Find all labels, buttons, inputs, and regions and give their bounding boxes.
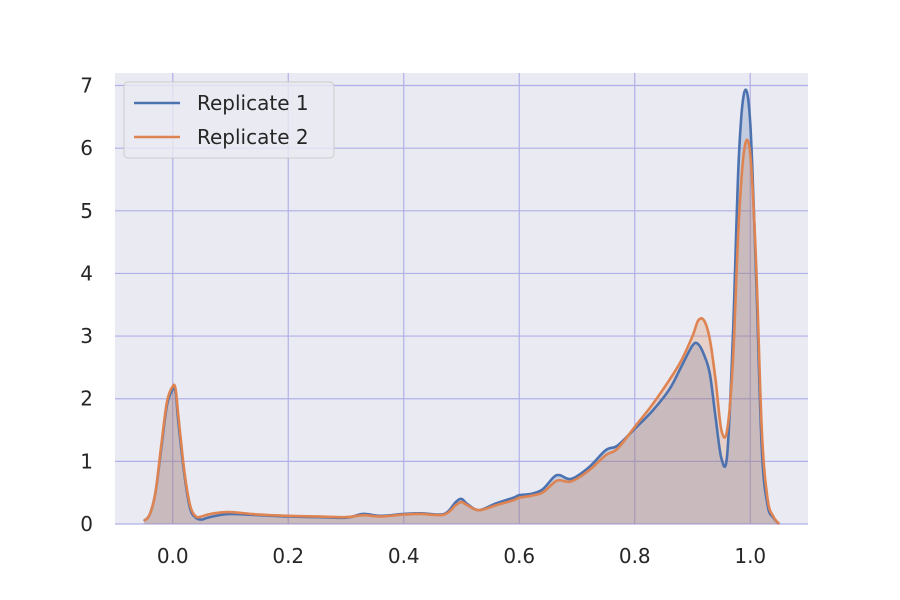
legend-label-replicate-1: Replicate 1 <box>197 91 309 115</box>
y-axis: 0 1 2 3 4 5 6 7 <box>80 74 93 536</box>
x-tick-label: 0.8 <box>619 544 651 568</box>
x-tick-label: 0.4 <box>388 544 420 568</box>
y-tick-label: 3 <box>80 324 93 348</box>
y-tick-label: 2 <box>80 387 93 411</box>
area-replicate-2 <box>143 139 780 524</box>
x-tick-label: 1.0 <box>734 544 766 568</box>
y-tick-label: 7 <box>80 74 93 98</box>
y-tick-label: 4 <box>80 261 93 285</box>
legend-label-replicate-2: Replicate 2 <box>197 125 309 149</box>
y-tick-label: 5 <box>80 199 93 223</box>
y-tick-label: 6 <box>80 136 93 160</box>
x-tick-label: 0.0 <box>157 544 189 568</box>
x-tick-label: 0.6 <box>503 544 535 568</box>
area-replicate-1 <box>143 89 780 524</box>
legend: Replicate 1 Replicate 2 <box>123 81 335 159</box>
series-areas <box>143 89 780 524</box>
legend-box <box>123 81 335 159</box>
series-lines <box>142 88 781 525</box>
y-tick-label: 0 <box>80 512 93 536</box>
x-axis: 0.0 0.2 0.4 0.6 0.8 1.0 <box>157 544 766 568</box>
x-tick-label: 0.2 <box>272 544 304 568</box>
y-tick-label: 1 <box>80 449 93 473</box>
line-replicate-2 <box>142 138 781 525</box>
